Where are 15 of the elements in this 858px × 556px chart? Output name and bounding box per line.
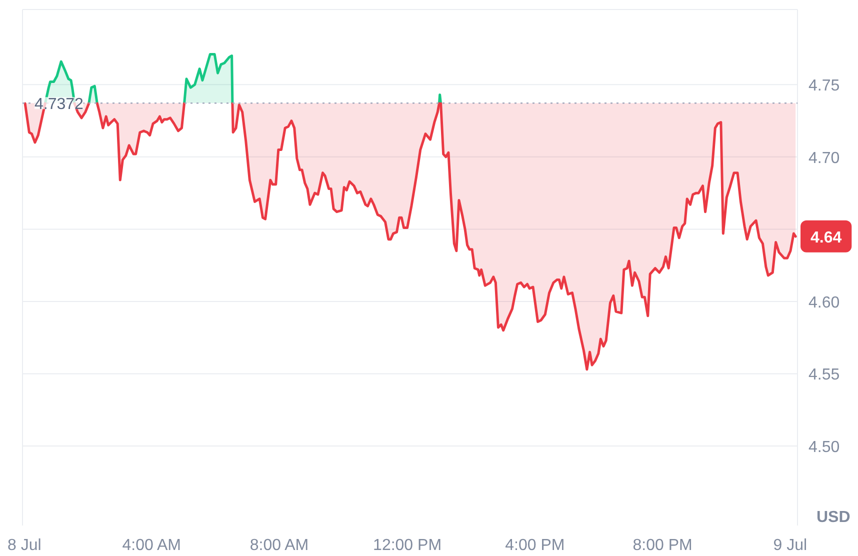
ref-line-label: 4.7372 [34,96,84,114]
y-tick-label: 4.50 [808,439,840,456]
x-tick-label: 4:00 AM [122,537,181,554]
y-tick-label: 4.55 [808,366,840,384]
y-tick-label: 4.75 [808,78,840,95]
text: 4.64 [810,229,842,246]
y-axis-title: USD [816,509,850,526]
y-tick-label: 4.70 [808,150,840,167]
x-tick-label: 8:00 PM [632,537,692,554]
x-tick-label: 8 Jul [8,537,42,554]
x-tick-label: 9 Jul [773,537,808,554]
x-tick-label: 12:00 PM [373,537,442,554]
y-tick-label: 4.60 [808,294,840,312]
x-tick-label: 8:00 AM [250,537,309,554]
x-tick-label: 4:00 PM [505,537,565,554]
